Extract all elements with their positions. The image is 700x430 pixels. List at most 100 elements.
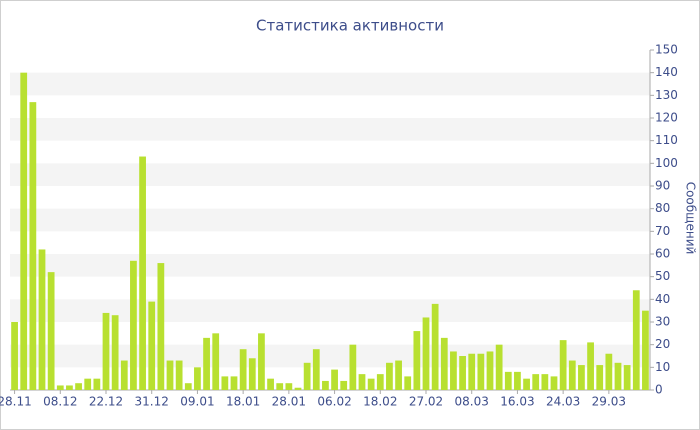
bar xyxy=(184,383,192,390)
bar xyxy=(56,385,64,390)
x-tick-label: 08.03 xyxy=(455,395,489,409)
bar xyxy=(120,360,128,390)
bar xyxy=(148,301,156,390)
bar xyxy=(267,378,274,390)
bar xyxy=(340,380,348,390)
bar xyxy=(459,356,466,390)
bar xyxy=(11,322,18,390)
y-axis-label: Сообщений xyxy=(684,182,698,255)
bar xyxy=(486,351,494,390)
bar xyxy=(312,349,320,390)
bar xyxy=(130,260,137,390)
bar xyxy=(614,362,622,390)
x-tick-label: 09.01 xyxy=(180,395,214,409)
bar xyxy=(102,312,110,390)
bar xyxy=(203,337,210,390)
bar xyxy=(623,365,631,390)
bar xyxy=(139,156,146,390)
bar xyxy=(194,367,201,390)
bar xyxy=(514,371,521,390)
bar xyxy=(541,374,549,390)
bar xyxy=(38,249,46,390)
bar xyxy=(523,378,530,390)
bar xyxy=(376,374,384,390)
grid-band xyxy=(10,254,650,277)
x-tick-label: 28.11 xyxy=(0,395,32,409)
y-tick-label: 140 xyxy=(655,65,678,79)
bar xyxy=(66,385,73,390)
y-tick-label: 100 xyxy=(655,156,678,170)
bar xyxy=(367,378,375,390)
bar xyxy=(632,290,640,390)
bar xyxy=(84,378,92,390)
bar xyxy=(605,353,613,390)
y-tick-label: 110 xyxy=(655,133,678,147)
bar xyxy=(230,376,238,390)
grid-band xyxy=(10,299,650,322)
bar xyxy=(404,376,412,390)
x-tick-label: 18.01 xyxy=(226,395,260,409)
y-tick-label: 90 xyxy=(655,179,670,193)
grid-band xyxy=(10,118,650,141)
bar xyxy=(276,383,284,390)
bar xyxy=(29,102,37,390)
bar xyxy=(331,369,338,390)
x-tick-label: 08.12 xyxy=(43,395,77,409)
bar xyxy=(431,303,439,390)
y-tick-label: 20 xyxy=(655,337,670,351)
bar xyxy=(532,374,540,390)
y-tick-label: 80 xyxy=(655,201,670,215)
bar xyxy=(468,353,476,390)
y-tick-label: 70 xyxy=(655,224,670,238)
grid-band xyxy=(10,72,650,96)
bar xyxy=(258,333,265,390)
y-tick-label: 30 xyxy=(655,315,670,329)
y-tick-label: 40 xyxy=(655,292,670,306)
bar xyxy=(20,72,28,391)
bar xyxy=(477,353,485,390)
bar xyxy=(111,315,119,390)
bar xyxy=(294,387,302,390)
bar xyxy=(175,360,183,390)
bar xyxy=(596,365,604,390)
y-tick-label: 0 xyxy=(655,383,663,397)
bar xyxy=(303,362,311,390)
bar xyxy=(75,383,82,390)
x-tick-label: 31.12 xyxy=(135,395,169,409)
bar xyxy=(221,376,229,390)
y-tick-label: 130 xyxy=(655,88,678,102)
grid-band xyxy=(10,208,650,232)
bar xyxy=(349,344,357,390)
x-tick-label: 06.02 xyxy=(317,395,351,409)
bar xyxy=(157,263,165,390)
bar xyxy=(587,342,594,390)
bar xyxy=(322,380,329,390)
x-tick-label: 24.03 xyxy=(546,395,580,409)
x-tick-label: 28.01 xyxy=(272,395,306,409)
bar xyxy=(395,360,402,390)
x-tick-label: 16.03 xyxy=(500,395,534,409)
y-tick-label: 50 xyxy=(655,269,670,283)
bar xyxy=(93,378,101,390)
bar xyxy=(550,376,558,390)
bar xyxy=(239,349,247,390)
chart-title: Статистика активности xyxy=(256,17,444,35)
bar xyxy=(358,374,366,390)
bar xyxy=(559,340,567,390)
bar xyxy=(386,362,393,390)
bar xyxy=(440,337,448,390)
bar xyxy=(47,272,55,390)
bar xyxy=(642,310,649,390)
bar xyxy=(578,365,585,390)
bar xyxy=(504,371,512,390)
y-tick-label: 60 xyxy=(655,247,670,261)
bar xyxy=(450,351,457,390)
x-tick-label: 27.02 xyxy=(409,395,443,409)
bar xyxy=(248,358,256,390)
bar xyxy=(568,360,576,390)
bar xyxy=(212,333,220,390)
x-tick-label: 29.03 xyxy=(592,395,626,409)
bar xyxy=(413,331,421,390)
y-tick-label: 120 xyxy=(655,111,678,125)
